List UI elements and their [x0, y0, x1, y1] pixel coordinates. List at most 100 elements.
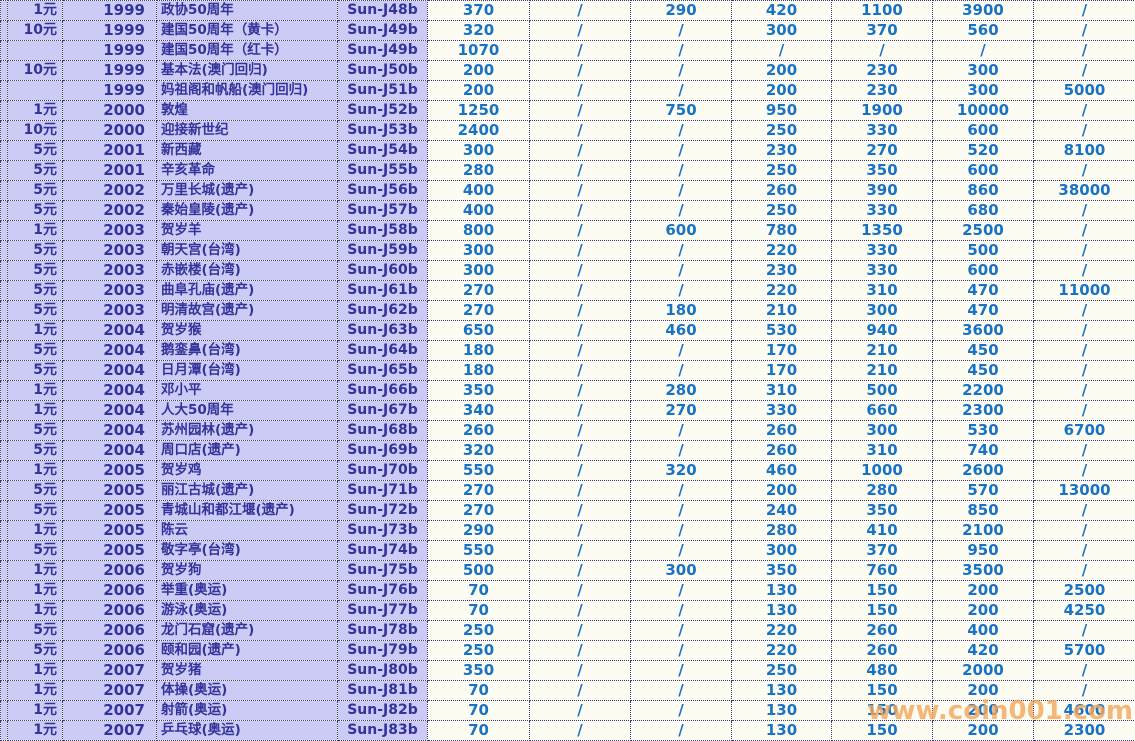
cell-price-3: /: [630, 700, 732, 721]
cell-denomination: 5元: [7, 480, 63, 501]
row-spacer-cell: [0, 120, 8, 141]
cell-price-3: /: [630, 40, 732, 61]
cell-denomination: 1元: [7, 100, 63, 121]
cell-denomination: 5元: [7, 260, 63, 281]
cell-price-4: 200: [731, 60, 832, 81]
cell-price-1: 70: [427, 720, 530, 741]
cell-price-1: 180: [427, 340, 530, 361]
cell-catalog-number: Sun-J82b: [337, 700, 428, 721]
cell-price-6: 950: [932, 540, 1034, 561]
cell-catalog-number: Sun-J77b: [337, 600, 428, 621]
cell-catalog-number: Sun-J79b: [337, 640, 428, 661]
cell-price-5: 1000: [831, 460, 933, 481]
cell-price-6: 600: [932, 160, 1034, 181]
cell-price-4: 170: [731, 340, 832, 361]
cell-price-5: 500: [831, 380, 933, 401]
cell-catalog-number: Sun-J81b: [337, 680, 428, 701]
cell-name: 苏州园林(遗产): [156, 420, 338, 441]
cell-price-5: 330: [831, 200, 933, 221]
cell-catalog-number: Sun-J53b: [337, 120, 428, 141]
cell-price-2: /: [529, 580, 631, 601]
cell-catalog-number: Sun-J62b: [337, 300, 428, 321]
cell-price-2: /: [529, 260, 631, 281]
cell-price-2: /: [529, 620, 631, 641]
cell-price-5: 410: [831, 520, 933, 541]
cell-price-1: 300: [427, 260, 530, 281]
table-row: 5元 2003 明清故宫(遗产) Sun-J62b 270/180 210 300 470/: [0, 300, 1135, 321]
row-spacer-cell: [0, 720, 8, 741]
cell-price-3: 290: [630, 0, 732, 21]
row-spacer-cell: [0, 320, 8, 341]
row-spacer-cell: [0, 300, 8, 321]
cell-price-1: 260: [427, 420, 530, 441]
cell-price-7: /: [1033, 560, 1135, 581]
row-spacer-cell: [0, 620, 8, 641]
cell-price-5: 210: [831, 340, 933, 361]
cell-price-1: 70: [427, 680, 530, 701]
cell-price-3: /: [630, 240, 732, 261]
cell-price-4: 260: [731, 180, 832, 201]
cell-year: 2003: [62, 240, 157, 261]
cell-price-6: 680: [932, 200, 1034, 221]
table-row: 1元 2007 贺岁猪 Sun-J80b 350//250 480 2000/: [0, 660, 1135, 681]
cell-price-5: 1350: [831, 220, 933, 241]
cell-price-2: /: [529, 100, 631, 121]
cell-name: 贺岁羊: [156, 220, 338, 241]
cell-price-4: 170: [731, 360, 832, 381]
cell-price-1: 70: [427, 580, 530, 601]
table-row: 1元 2000 敦煌 Sun-J52b 1250/750 950 1900 10000/: [0, 100, 1135, 121]
cell-price-5: 230: [831, 80, 933, 101]
cell-price-4: 530: [731, 320, 832, 341]
cell-price-2: /: [529, 320, 631, 341]
cell-name: 朝天宫(台湾): [156, 240, 338, 261]
cell-price-3: /: [630, 200, 732, 221]
cell-year: 2006: [62, 560, 157, 581]
cell-price-2: /: [529, 420, 631, 441]
cell-denomination: 5元: [7, 360, 63, 381]
row-spacer-cell: [0, 540, 8, 561]
cell-catalog-number: Sun-J69b: [337, 440, 428, 461]
cell-denomination: 5元: [7, 640, 63, 661]
cell-price-7: 13000: [1033, 480, 1135, 501]
cell-price-5: 940: [831, 320, 933, 341]
cell-price-4: 200: [731, 480, 832, 501]
cell-price-5: 210: [831, 360, 933, 381]
cell-denomination: 5元: [7, 340, 63, 361]
cell-price-7: /: [1033, 400, 1135, 421]
cell-price-6: 2300: [932, 400, 1034, 421]
row-spacer-cell: [0, 520, 8, 541]
cell-price-1: 550: [427, 460, 530, 481]
cell-year: 2003: [62, 220, 157, 241]
cell-year: 2007: [62, 720, 157, 741]
row-spacer-cell: [0, 640, 8, 661]
cell-price-1: 800: [427, 220, 530, 241]
table-row: 5元 2004 日月潭(台湾) Sun-J65b 180//170 210 450/: [0, 360, 1135, 381]
cell-name: 秦始皇陵(遗产): [156, 200, 338, 221]
cell-name: 举重(奥运): [156, 580, 338, 601]
cell-catalog-number: Sun-J72b: [337, 500, 428, 521]
cell-price-1: 320: [427, 440, 530, 461]
cell-year: 2003: [62, 300, 157, 321]
row-spacer-cell: [0, 460, 8, 481]
cell-name: 贺岁狗: [156, 560, 338, 581]
row-spacer-cell: [0, 60, 8, 81]
table-row: 1元 2005 贺岁鸡 Sun-J70b 550/320 460 1000 2600/: [0, 460, 1135, 481]
table-row: 1元 2004 贺岁猴 Sun-J63b 650/460 530 940 3600/: [0, 320, 1135, 341]
cell-price-7: /: [1033, 460, 1135, 481]
cell-name: 陈云: [156, 520, 338, 541]
cell-denomination: 5元: [7, 140, 63, 161]
table-row: 5元 2004 苏州园林(遗产) Sun-J68b 260//260 300 530 6700: [0, 420, 1135, 441]
cell-catalog-number: Sun-J58b: [337, 220, 428, 241]
cell-price-4: 420: [731, 0, 832, 21]
row-spacer-cell: [0, 160, 8, 181]
cell-price-7: /: [1033, 440, 1135, 461]
cell-price-2: /: [529, 160, 631, 181]
cell-price-5: 330: [831, 120, 933, 141]
cell-year: 2004: [62, 380, 157, 401]
cell-year: 2007: [62, 680, 157, 701]
cell-price-1: 200: [427, 60, 530, 81]
cell-price-5: 270: [831, 140, 933, 161]
cell-price-6: 470: [932, 280, 1034, 301]
table-row: 5元 2001 新西藏 Sun-J54b 300//230 270 520 8100: [0, 140, 1135, 161]
